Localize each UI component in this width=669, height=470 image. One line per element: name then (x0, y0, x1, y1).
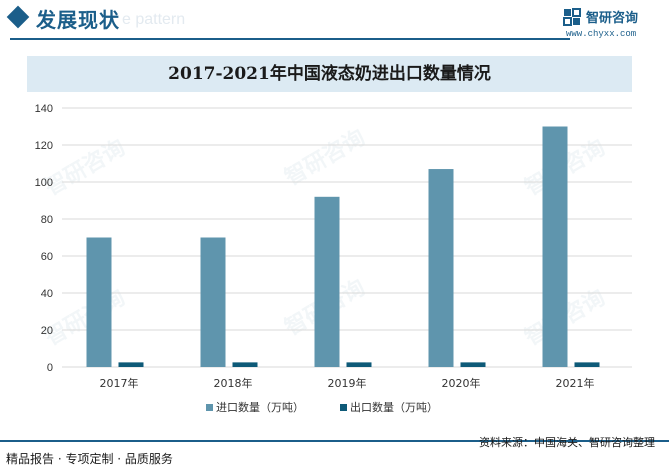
import-bar (314, 196, 340, 367)
x-tick-label: 2017年 (100, 376, 139, 390)
page-header: 发展现状 e pattern 智研咨询 www.chyxx.com (0, 0, 669, 46)
y-tick-label: 100 (35, 177, 53, 189)
section-title: 发展现状 (36, 8, 120, 32)
legend-swatch (340, 404, 347, 411)
source-note: 资料来源：中国海关、智研咨询整理 (479, 436, 655, 449)
x-tick-label: 2021年 (556, 376, 595, 390)
import-bar (86, 237, 112, 367)
export-bar (346, 362, 372, 367)
y-tick-label: 140 (35, 103, 53, 115)
section-subtitle-ghost: e pattern (122, 11, 186, 28)
y-tick-label: 80 (41, 214, 53, 226)
export-bar (460, 362, 486, 367)
legend-label: 出口数量（万吨） (350, 400, 438, 414)
export-bar (574, 362, 600, 367)
y-tick-label: 20 (41, 325, 53, 337)
footer-divider (0, 440, 669, 442)
import-bar (428, 169, 454, 367)
y-tick-label: 120 (35, 140, 53, 152)
brand-name: 智研咨询 (586, 11, 639, 26)
x-tick-label: 2020年 (442, 376, 481, 390)
legend-label: 进口数量（万吨） (216, 401, 304, 414)
legend-swatch (206, 404, 213, 411)
brand-logo-icon (563, 8, 581, 26)
export-bar (118, 362, 144, 367)
y-tick-label: 40 (41, 288, 53, 300)
page-footer: 精品报告 · 专项定制 · 品质服务 资料来源：中国海关、智研咨询整理 (0, 436, 669, 470)
x-tick-label: 2018年 (214, 376, 253, 390)
bar-chart: 0 20 40 60 80 100 120 140 2017年 2018年 2019年 2020年 20… (35, 103, 632, 414)
y-tick-label: 0 (47, 362, 53, 374)
header-divider (10, 38, 570, 40)
footer-slogan: 精品报告 · 专项定制 · 品质服务 (6, 452, 173, 466)
import-bar (200, 237, 226, 367)
chart-title: 2017-2021年中国液态奶进出口数量情况 (168, 64, 491, 84)
y-tick-label: 60 (41, 251, 53, 263)
brand-url: www.chyxx.com (566, 29, 637, 39)
export-bar (232, 362, 258, 367)
chart-title-band: 2017-2021年中国液态奶进出口数量情况 (27, 56, 632, 92)
import-bar (542, 126, 568, 367)
x-tick-label: 2019年 (328, 376, 367, 390)
